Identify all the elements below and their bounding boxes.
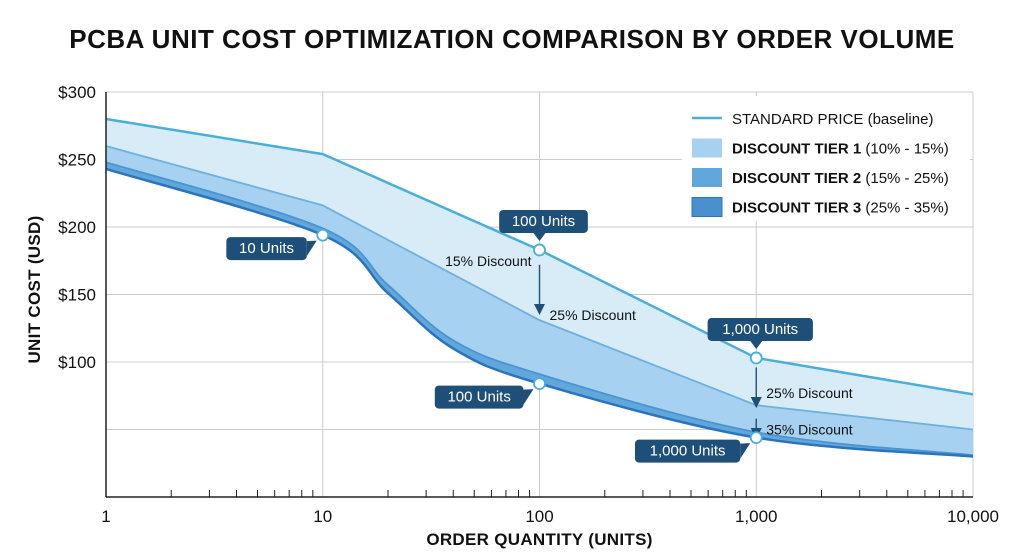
discount-annotation: 35% Discount [766, 422, 852, 438]
callout-box [707, 317, 813, 341]
legend-swatch [692, 168, 722, 187]
point-layer: 10 Units 100 Units 100 Units 1,000 Units 1,0… [226, 209, 813, 463]
x-tick-label: 10,000 [947, 507, 999, 526]
callout-pointer [523, 389, 534, 405]
callout-box [434, 385, 524, 409]
legend: STANDARD PRICE (baseline) DISCOUNT TIER 1… [682, 96, 970, 221]
callout-pointer [750, 340, 763, 349]
discount-annotation: 15% Discount [445, 253, 531, 269]
callout-label: 1,000 Units [650, 443, 726, 460]
data-point-marker [749, 431, 763, 445]
callout-pointer [740, 443, 751, 459]
annotation-layer: 15% Discount 25% Discount 25% Discount 35% … [445, 253, 853, 440]
callout: 100 Units [499, 209, 588, 257]
y-tick-label: $200 [58, 218, 96, 237]
callout-label: 10 Units [239, 240, 294, 257]
x-tick-label: 10 [313, 507, 332, 526]
data-point-marker [533, 243, 546, 257]
callout-pointer [306, 240, 317, 257]
legend-swatch [692, 138, 722, 158]
legend-entry: DISCOUNT TIER 3 (25% - 35%) [732, 200, 949, 217]
x-tick-label: 1,000 [735, 507, 778, 526]
callout: 1,000 Units [707, 317, 813, 365]
callout-label: 100 Units [447, 389, 510, 406]
callout: 10 Units [226, 228, 330, 261]
band-2 [106, 146, 973, 456]
callout-label: 1,000 Units [722, 321, 798, 338]
callout-box [226, 237, 307, 261]
chart-title: PCBA UNIT COST OPTIMIZATION COMPARISON B… [69, 24, 955, 54]
discount-annotation: 25% Discount [766, 385, 852, 401]
y-tick-label: $100 [58, 353, 96, 372]
data-point-marker [749, 351, 763, 365]
series-line-4 [105, 167, 974, 458]
x-tick-label: 100 [525, 507, 553, 526]
y-tick-label: $150 [58, 286, 96, 305]
callout-box [634, 439, 741, 463]
x-tick-label: 1 [101, 507, 110, 526]
x-axis-title: ORDER QUANTITY (UNITS) [426, 530, 652, 549]
y-tick-label: $250 [58, 151, 96, 170]
legend-entry: STANDARD PRICE (baseline) [732, 111, 933, 128]
band-3 [106, 162, 973, 457]
axis-layer: $300 $250 $200 $150 $100 1 10 100 1,000 10,000 [58, 83, 999, 526]
legend-entry: DISCOUNT TIER 1 (10% - 15%) [732, 141, 949, 158]
callout: 100 Units [434, 377, 546, 409]
callout-pointer [533, 232, 546, 241]
discount-annotation: 25% Discount [550, 307, 636, 323]
y-tick-label: $300 [58, 83, 96, 102]
series-line-2 [105, 145, 974, 431]
callout-label: 100 Units [512, 213, 575, 230]
y-axis-title: UNIT COST (USD) [25, 215, 44, 363]
legend-entry: DISCOUNT TIER 2 (15% - 25%) [732, 170, 949, 187]
data-point-marker [316, 228, 330, 242]
data-point-marker [533, 377, 546, 391]
callout-box [499, 209, 588, 233]
legend-swatch [691, 197, 723, 217]
callout: 1,000 Units [634, 431, 763, 463]
legend-background [682, 96, 970, 221]
series-line-3 [105, 161, 974, 457]
